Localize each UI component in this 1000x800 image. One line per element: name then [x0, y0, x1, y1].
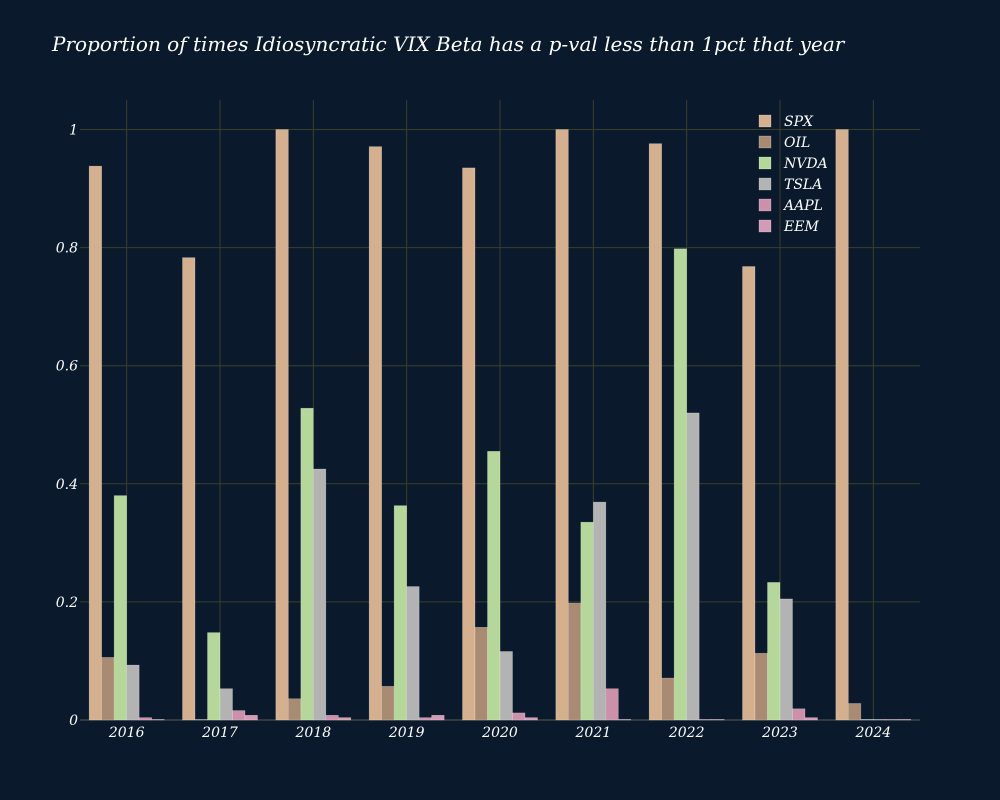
- legend-item-aapl[interactable]: AAPL: [758, 198, 823, 214]
- bar-tsla-2017[interactable]: [219, 688, 233, 721]
- legend-swatch: [758, 156, 772, 170]
- legend-label: TSLA: [784, 177, 822, 193]
- legend-swatch: [758, 135, 772, 149]
- bar-nvda-2016[interactable]: [113, 495, 127, 721]
- bar-spx-2024[interactable]: [835, 129, 849, 721]
- x-tick-label: 2022: [668, 725, 705, 741]
- y-tick-label: 0.2: [56, 595, 78, 611]
- bar-oil-2022[interactable]: [661, 677, 675, 721]
- bar-aapl-2021[interactable]: [605, 688, 619, 721]
- bar-oil-2021[interactable]: [568, 602, 582, 721]
- legend-swatch: [758, 114, 772, 128]
- bar-oil-2017[interactable]: [194, 719, 208, 721]
- bar-nvda-2017[interactable]: [207, 632, 221, 721]
- x-tick-label: 2023: [761, 725, 798, 741]
- bar-aapl-2024[interactable]: [885, 719, 899, 721]
- bar-nvda-2022[interactable]: [673, 248, 687, 721]
- bar-tsla-2016[interactable]: [126, 664, 140, 721]
- x-tick-label: 2020: [481, 725, 518, 741]
- bar-nvda-2024[interactable]: [860, 719, 874, 721]
- bar-aapl-2019[interactable]: [418, 717, 432, 721]
- bar-aapl-2018[interactable]: [325, 714, 339, 721]
- bar-aapl-2017[interactable]: [232, 710, 246, 721]
- bar-nvda-2020[interactable]: [487, 451, 501, 721]
- legend-item-eem[interactable]: EEM: [758, 219, 819, 235]
- legend-item-tsla[interactable]: TSLA: [758, 177, 822, 193]
- x-axis: 2016 2017 2018 2019 2020 2021 2022 2023 2024: [108, 725, 891, 741]
- legend[interactable]: SPX OIL NVDA TSLA AAPL EEM: [758, 114, 828, 235]
- bar-oil-2016[interactable]: [101, 657, 115, 721]
- x-tick-label: 2016: [108, 725, 145, 741]
- chart-title: Proportion of times Idiosyncratic VIX Be…: [51, 32, 846, 56]
- legend-item-spx[interactable]: SPX: [758, 114, 814, 130]
- legend-swatch: [758, 177, 772, 191]
- bar-spx-2022[interactable]: [648, 143, 662, 721]
- bar-spx-2020[interactable]: [462, 167, 476, 721]
- legend-item-nvda[interactable]: NVDA: [758, 156, 828, 172]
- legend-label: OIL: [784, 135, 810, 151]
- bar-tsla-2020[interactable]: [499, 651, 513, 721]
- bar-nvda-2021[interactable]: [580, 521, 594, 721]
- bar-aapl-2020[interactable]: [512, 712, 526, 721]
- bar-tsla-2024[interactable]: [873, 719, 887, 721]
- bar-oil-2020[interactable]: [474, 626, 488, 721]
- y-tick-label: 0.6: [56, 359, 78, 375]
- bar-oil-2019[interactable]: [381, 686, 395, 721]
- bar-spx-2019[interactable]: [368, 146, 382, 721]
- bar-oil-2023[interactable]: [754, 652, 768, 721]
- bar-eem-2016[interactable]: [151, 719, 165, 721]
- x-tick-label: 2024: [855, 725, 892, 741]
- bar-tsla-2019[interactable]: [406, 586, 420, 721]
- bar-nvda-2023[interactable]: [767, 582, 781, 721]
- bar-eem-2018[interactable]: [338, 717, 352, 721]
- bar-tsla-2018[interactable]: [313, 468, 327, 721]
- bar-spx-2016[interactable]: [88, 165, 102, 721]
- y-tick-label: 0: [69, 713, 78, 729]
- bar-eem-2020[interactable]: [524, 717, 538, 721]
- x-tick-label: 2021: [575, 725, 612, 741]
- bar-tsla-2022[interactable]: [686, 412, 700, 721]
- bar-eem-2021[interactable]: [618, 719, 632, 721]
- bar-nvda-2018[interactable]: [300, 407, 314, 721]
- bar-spx-2018[interactable]: [275, 129, 289, 721]
- bar-aapl-2022[interactable]: [698, 719, 712, 721]
- x-tick-label: 2017: [201, 725, 238, 741]
- bar-eem-2019[interactable]: [431, 714, 445, 721]
- bars: [88, 129, 912, 721]
- legend-label: EEM: [783, 219, 819, 235]
- bar-oil-2024[interactable]: [848, 703, 862, 721]
- legend-swatch: [758, 219, 772, 233]
- bar-eem-2024[interactable]: [898, 719, 912, 721]
- bar-tsla-2021[interactable]: [593, 501, 607, 721]
- legend-swatch: [758, 198, 772, 212]
- x-tick-label: 2018: [295, 725, 332, 741]
- y-axis: 0 0.2 0.4 0.6 0.8 1: [56, 123, 78, 729]
- bar-spx-2017[interactable]: [182, 257, 196, 721]
- bar-spx-2023[interactable]: [742, 266, 756, 721]
- bar-nvda-2019[interactable]: [393, 505, 407, 721]
- y-tick-label: 1: [69, 123, 78, 139]
- y-tick-label: 0.8: [56, 241, 78, 257]
- legend-label: SPX: [784, 114, 814, 130]
- bar-eem-2023[interactable]: [804, 717, 818, 721]
- bar-tsla-2023[interactable]: [779, 598, 793, 721]
- bar-oil-2018[interactable]: [288, 698, 302, 721]
- bar-eem-2017[interactable]: [244, 714, 258, 721]
- bar-aapl-2016[interactable]: [138, 717, 152, 721]
- bar-eem-2022[interactable]: [711, 719, 725, 721]
- y-tick-label: 0.4: [56, 477, 78, 493]
- bar-aapl-2023[interactable]: [792, 708, 806, 721]
- legend-item-oil[interactable]: OIL: [758, 135, 810, 151]
- legend-label: AAPL: [782, 198, 823, 214]
- x-tick-label: 2019: [388, 725, 425, 741]
- legend-label: NVDA: [783, 156, 828, 172]
- bar-spx-2021[interactable]: [555, 129, 569, 721]
